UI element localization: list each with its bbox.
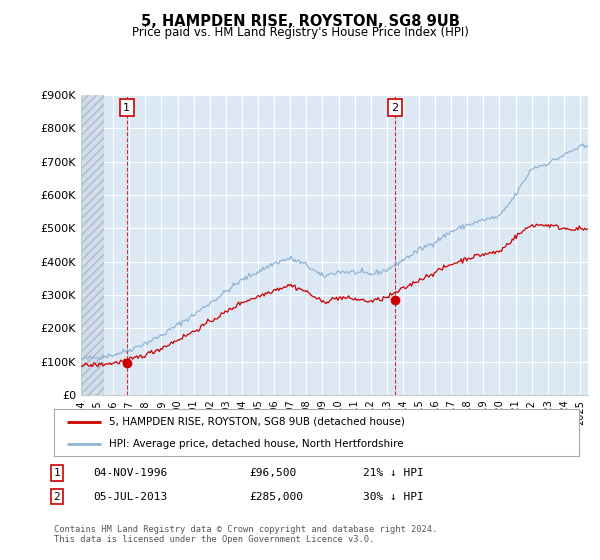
Text: Contains HM Land Registry data © Crown copyright and database right 2024.
This d: Contains HM Land Registry data © Crown c… [54, 525, 437, 544]
Text: 21% ↓ HPI: 21% ↓ HPI [363, 468, 424, 478]
Text: HPI: Average price, detached house, North Hertfordshire: HPI: Average price, detached house, Nort… [109, 438, 404, 449]
Text: £285,000: £285,000 [249, 492, 303, 502]
Text: 04-NOV-1996: 04-NOV-1996 [93, 468, 167, 478]
Text: 1: 1 [53, 468, 61, 478]
Text: £96,500: £96,500 [249, 468, 296, 478]
Text: 5, HAMPDEN RISE, ROYSTON, SG8 9UB: 5, HAMPDEN RISE, ROYSTON, SG8 9UB [140, 14, 460, 29]
Text: 05-JUL-2013: 05-JUL-2013 [93, 492, 167, 502]
Text: Price paid vs. HM Land Registry's House Price Index (HPI): Price paid vs. HM Land Registry's House … [131, 26, 469, 39]
Bar [81, 95, 104, 395]
Text: 1: 1 [123, 102, 130, 113]
Text: 5, HAMPDEN RISE, ROYSTON, SG8 9UB (detached house): 5, HAMPDEN RISE, ROYSTON, SG8 9UB (detac… [109, 417, 405, 427]
Text: 2: 2 [391, 102, 398, 113]
Text: 2: 2 [53, 492, 61, 502]
Text: 30% ↓ HPI: 30% ↓ HPI [363, 492, 424, 502]
